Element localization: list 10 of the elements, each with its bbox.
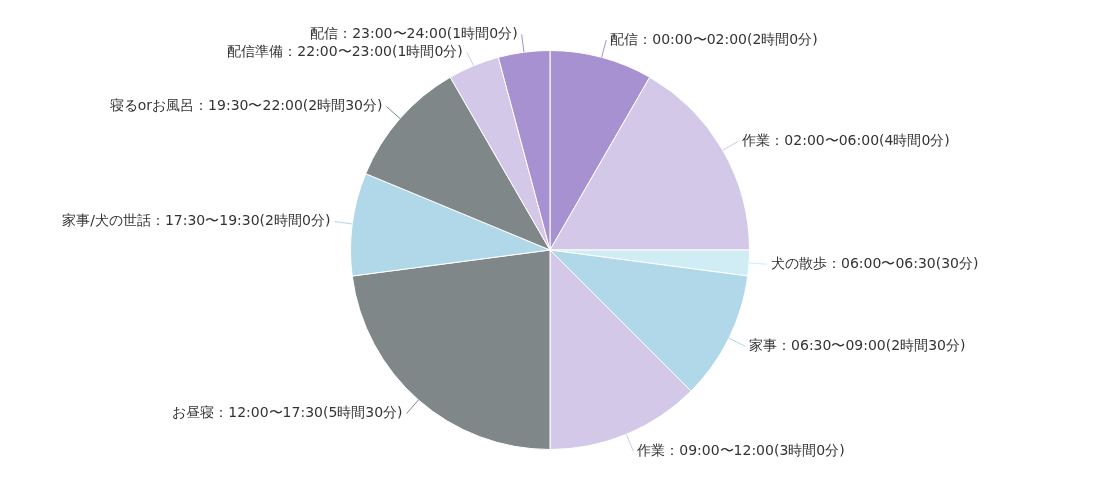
slice-label: 配信：00:00〜02:00(2時間0分) xyxy=(610,30,818,47)
slice-label: 配信：23:00〜24:00(1時間0分) xyxy=(310,25,518,41)
slice-label: 犬の散歩：06:00〜06:30(30分) xyxy=(771,254,979,271)
slice-label: 家事/犬の世話：17:30〜19:30(2時間0分) xyxy=(62,212,331,229)
slice-label: お昼寝：12:00〜17:30(5時間30分) xyxy=(172,404,403,421)
slice-label: 家事：06:30〜09:00(2時間30分) xyxy=(749,336,966,353)
slice-label: 寝るorお風呂：19:30〜22:00(2時間30分) xyxy=(109,97,383,114)
slice-label: 作業：02:00〜06:00(4時間0分) xyxy=(741,131,950,148)
slice-label: 配信準備：22:00〜23:00(1時間0分) xyxy=(227,43,463,59)
slice-label: 作業：09:00〜12:00(3時間0分) xyxy=(636,441,845,458)
